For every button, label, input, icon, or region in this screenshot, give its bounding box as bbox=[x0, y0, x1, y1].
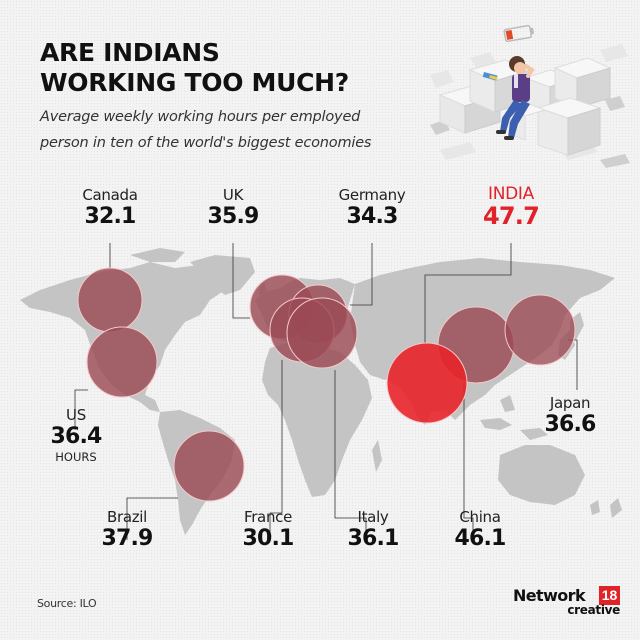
bubble-us bbox=[86, 326, 158, 398]
label-canada: Canada 32.1 bbox=[55, 186, 165, 230]
country-value: 34.3 bbox=[346, 204, 398, 229]
country-value: 36.6 bbox=[544, 412, 596, 437]
country-name: UK bbox=[222, 186, 244, 204]
country-value: 32.1 bbox=[84, 204, 136, 229]
world-map bbox=[20, 243, 622, 540]
country-name: Germany bbox=[338, 186, 406, 204]
bubble-italy bbox=[286, 297, 358, 369]
label-france: France 30.1 bbox=[213, 508, 323, 552]
logo-network-text: Network bbox=[513, 586, 586, 605]
subtitle-line-2: person in ten of the world's biggest eco… bbox=[40, 135, 372, 151]
title-line-2: WORKING TOO MUCH? bbox=[40, 68, 350, 97]
leader-lines bbox=[74, 243, 578, 540]
country-value: 35.9 bbox=[207, 204, 259, 229]
country-value: 30.1 bbox=[242, 526, 294, 551]
label-us: US 36.4 HOURS bbox=[21, 406, 131, 464]
label-uk: UK 35.9 bbox=[178, 186, 288, 230]
country-value: 36.4 bbox=[50, 424, 102, 449]
country-name: INDIA bbox=[488, 184, 534, 204]
country-value: 47.7 bbox=[482, 202, 540, 230]
label-germany: Germany 34.3 bbox=[317, 186, 427, 230]
label-italy: Italy 36.1 bbox=[318, 508, 428, 552]
title-line-1: ARE INDIANS bbox=[40, 38, 220, 67]
country-name: Japan bbox=[549, 394, 591, 412]
label-india: INDIA 47.7 bbox=[456, 185, 566, 229]
bubble-canada bbox=[77, 267, 143, 333]
page-title: ARE INDIANS WORKING TOO MUCH? bbox=[40, 38, 349, 98]
label-japan: Japan 36.6 bbox=[515, 394, 625, 438]
country-name: US bbox=[66, 406, 86, 424]
bubble-india bbox=[386, 342, 468, 424]
country-name: China bbox=[459, 508, 501, 526]
label-china: China 46.1 bbox=[425, 508, 535, 552]
bubble-japan bbox=[504, 294, 576, 366]
logo-18-badge: 18 bbox=[599, 586, 620, 605]
unit-label: HOURS bbox=[55, 450, 97, 464]
country-name: Canada bbox=[82, 186, 138, 204]
logo-creative-text: creative bbox=[567, 603, 620, 617]
bubble-brazil bbox=[173, 430, 245, 502]
country-value: 36.1 bbox=[347, 526, 399, 551]
country-name: Italy bbox=[357, 508, 389, 526]
subtitle: Average weekly working hours per employe… bbox=[40, 104, 371, 156]
source-note: Source: ILO bbox=[37, 597, 97, 610]
subtitle-line-1: Average weekly working hours per employe… bbox=[40, 109, 361, 125]
stressed-worker-illustration bbox=[430, 24, 630, 168]
country-name: Brazil bbox=[106, 508, 148, 526]
bubbles bbox=[77, 267, 576, 502]
country-name: France bbox=[243, 508, 293, 526]
country-value: 37.9 bbox=[101, 526, 153, 551]
country-value: 46.1 bbox=[454, 526, 506, 551]
network18-creative-logo: Network 18 creative bbox=[513, 586, 623, 622]
label-brazil: Brazil 37.9 bbox=[72, 508, 182, 552]
